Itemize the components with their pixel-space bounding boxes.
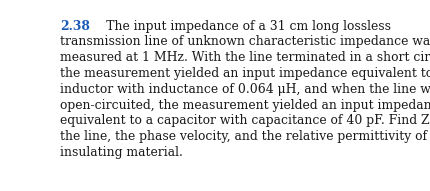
Text: 0: 0 [429,121,430,130]
Text: 2.38: 2.38 [60,19,89,32]
Text: the measurement yielded an input impedance equivalent to an: the measurement yielded an input impedan… [60,67,430,80]
Text: measured at 1 MHz. With the line terminated in a short circuit,: measured at 1 MHz. With the line termina… [60,51,430,64]
Text: the line, the phase velocity, and the relative permittivity of the: the line, the phase velocity, and the re… [60,130,430,143]
Text: insulating material.: insulating material. [60,146,182,159]
Text: open-circuited, the measurement yielded an input impedance: open-circuited, the measurement yielded … [60,99,430,112]
Text: transmission line of unknown characteristic impedance was: transmission line of unknown characteris… [60,35,430,48]
Text: inductor with inductance of 0.064 μH, and when the line was: inductor with inductance of 0.064 μH, an… [60,83,430,96]
Text: equivalent to a capacitor with capacitance of 40 pF. Find Z: equivalent to a capacitor with capacitan… [60,114,429,127]
Text: The input impedance of a 31 cm long lossless: The input impedance of a 31 cm long loss… [89,19,390,32]
